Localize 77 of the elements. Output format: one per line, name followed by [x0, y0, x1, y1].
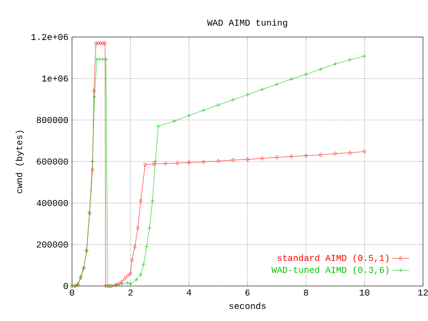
point [230, 98, 236, 102]
point [187, 160, 191, 165]
y-tick-label: 600000 [36, 158, 68, 165]
y-tick-label: 800000 [36, 116, 68, 124]
y-tick-label: 400000 [36, 200, 68, 206]
point [152, 162, 156, 166]
point [98, 57, 102, 62]
point [318, 66, 323, 72]
point [101, 41, 105, 46]
point [260, 87, 264, 92]
point [104, 284, 108, 288]
point [144, 244, 149, 249]
point [304, 72, 308, 77]
point [125, 280, 130, 286]
x-tick-label: 10 [360, 290, 370, 296]
point [156, 124, 160, 128]
point [133, 244, 137, 249]
point [150, 198, 155, 204]
y-tick-label: 1.2e+06 [31, 34, 68, 40]
point [90, 159, 95, 164]
point [153, 159, 158, 164]
point [216, 158, 220, 164]
point [172, 118, 177, 124]
point [117, 282, 120, 286]
point [128, 271, 132, 276]
point [143, 162, 147, 167]
x-axis-title: seconds [229, 302, 266, 310]
point [245, 92, 250, 97]
x-tick-label: 12 [418, 290, 428, 296]
point [147, 226, 152, 230]
point [246, 157, 250, 162]
point [274, 82, 279, 86]
point [104, 57, 108, 62]
point [318, 152, 322, 158]
point [94, 57, 100, 62]
point [139, 198, 142, 204]
point [126, 273, 130, 278]
point [134, 278, 139, 282]
legend-label: standard AIMD (0.5,1) [278, 254, 388, 263]
point [141, 262, 146, 266]
point [186, 113, 192, 118]
point [128, 282, 133, 286]
point [136, 226, 140, 230]
x-tick-label: 2 [128, 290, 133, 296]
point [348, 150, 352, 155]
y-tick-label: 200000 [36, 241, 68, 248]
x-tick-label: 6 [245, 290, 250, 296]
point [94, 41, 98, 46]
point [348, 58, 352, 62]
point [130, 258, 134, 262]
y-axis-title: cwnd (bytes) [16, 130, 24, 194]
point [92, 94, 97, 99]
point [201, 108, 206, 112]
point [289, 76, 294, 82]
point [334, 151, 337, 156]
point [202, 160, 206, 164]
point [290, 154, 294, 159]
x-tick-label: 8 [304, 290, 308, 296]
point [216, 102, 220, 108]
point [138, 272, 143, 277]
point [164, 161, 168, 166]
point [92, 88, 96, 94]
point [100, 57, 105, 62]
y-tick-label: 1e+06 [42, 75, 68, 82]
point [231, 158, 235, 162]
point [176, 160, 179, 166]
point [90, 168, 94, 172]
x-tick-label: 4 [186, 290, 192, 296]
point [122, 276, 126, 281]
point [275, 155, 278, 160]
point [304, 153, 308, 158]
point [260, 156, 264, 161]
chart-title: WAD AIMD tuning [207, 19, 288, 28]
legend-label: WAD-tuned AIMD (0.3,6) [272, 266, 388, 275]
x-tick-label: 0 [70, 290, 74, 296]
y-tick-label: 0 [64, 282, 68, 290]
point [333, 62, 338, 66]
